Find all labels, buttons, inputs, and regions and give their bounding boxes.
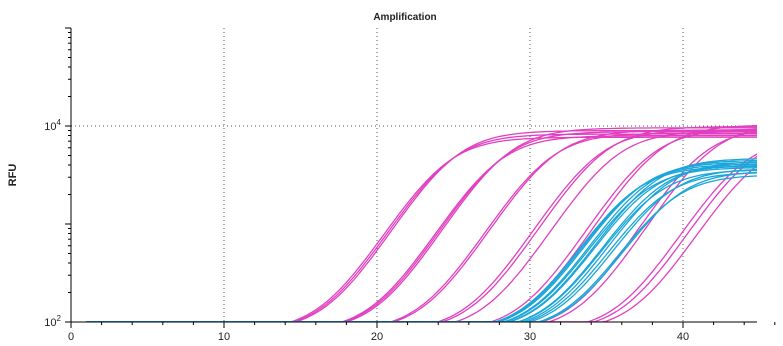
amplification-curve (86, 125, 757, 322)
amplification-curve (86, 165, 757, 322)
amplification-curve (86, 165, 757, 322)
amplification-curve (86, 175, 757, 322)
x-tick-label: 10 (218, 331, 230, 343)
x-tick-label: 20 (371, 331, 383, 343)
amplification-curve (86, 168, 757, 322)
amplification-curve (86, 129, 757, 322)
amplification-curve (86, 134, 757, 322)
chart-title: Amplification (373, 12, 436, 23)
series-layer (86, 124, 757, 322)
y-tick-label: 104 (44, 118, 61, 133)
amplification-curve (86, 132, 757, 322)
amplification-curve (86, 130, 757, 322)
amplification-curve (86, 129, 757, 322)
amplification-curve (86, 172, 757, 322)
amplification-curve (86, 159, 757, 322)
amplification-curve (86, 163, 757, 322)
amplification-curve (86, 153, 757, 322)
amplification-curve (86, 127, 757, 322)
amplification-curve (86, 171, 757, 322)
amplification-curve (86, 130, 757, 322)
y-tick-label: 102 (44, 314, 61, 329)
amplification-curve (86, 155, 757, 322)
x-tick-label: 30 (524, 331, 536, 343)
axes: 0 10 20 30 40 102 104 (44, 27, 776, 343)
amplification-curve (86, 169, 757, 322)
x-tick-label: 0 (68, 331, 74, 343)
amplification-curve (86, 136, 757, 322)
amplification-curve (86, 161, 757, 322)
y-axis-label: RFU (7, 164, 19, 187)
amplification-curve (86, 130, 757, 322)
grid (71, 28, 757, 322)
x-tick-label: 40 (677, 331, 689, 343)
amplification-curve (86, 167, 757, 322)
amplification-curve (86, 124, 757, 322)
amplification-curve (86, 161, 757, 322)
amplification-curve (86, 158, 757, 322)
amplification-curve (86, 128, 757, 322)
amplification-curve (86, 129, 757, 322)
amplification-curve (86, 133, 757, 322)
amplification-curve (86, 128, 757, 322)
